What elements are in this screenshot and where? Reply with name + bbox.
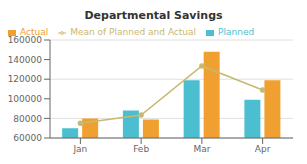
svg-text:140000: 140000 <box>8 55 42 65</box>
html-text:Planned: Planned <box>218 27 255 37</box>
svg-text:120000: 120000 <box>8 74 42 84</box>
svg-text:160000: 160000 <box>8 35 42 45</box>
svg-text:60000: 60000 <box>13 133 42 143</box>
svg-text:80000: 80000 <box>13 114 42 124</box>
html-text:Departmental Savings: Departmental Savings <box>84 9 223 22</box>
html-text:Mean of Planned and Actual: Mean of Planned and Actual <box>70 27 197 37</box>
svg-text:100000: 100000 <box>8 94 42 104</box>
svg-text:Mar: Mar <box>193 144 210 154</box>
svg-text:Feb: Feb <box>133 144 149 154</box>
html-text:Actual: Actual <box>20 27 49 37</box>
svg-text:Jan: Jan <box>72 144 87 154</box>
svg-text:Apr: Apr <box>255 144 271 154</box>
